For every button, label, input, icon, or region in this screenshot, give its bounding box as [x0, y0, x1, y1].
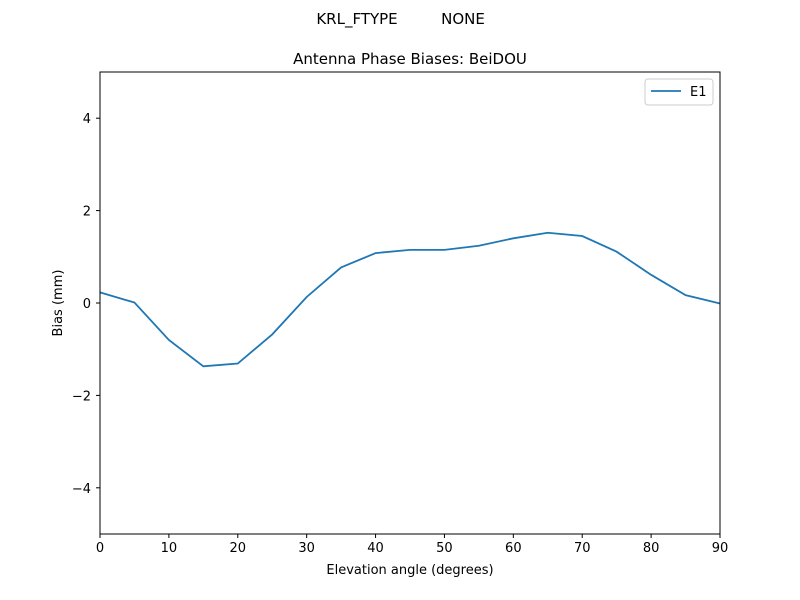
x-tick-label: 60 [505, 541, 522, 556]
legend-label-e1: E1 [690, 85, 707, 100]
suptitle-key: KRL_FTYPE [316, 10, 397, 29]
series-line-e1 [99, 231, 721, 368]
plot-frame [99, 71, 721, 535]
y-axis-ticks: −4 −2 0 2 4 [72, 112, 100, 497]
x-tick-label: 10 [161, 541, 178, 556]
x-tick-label: 40 [367, 541, 384, 556]
y-tick-label: −2 [72, 389, 91, 404]
x-axis-ticks: 0 10 20 30 40 50 60 70 80 90 [96, 534, 728, 556]
y-tick-label: 2 [83, 205, 91, 220]
x-axis-label: Elevation angle (degrees) [326, 563, 493, 578]
x-tick-label: 0 [96, 541, 104, 556]
chart-title: Antenna Phase Biases: BeiDOU [293, 50, 527, 68]
x-tick-label: 20 [230, 541, 247, 556]
x-tick-label: 30 [298, 541, 315, 556]
legend: E1 [644, 78, 714, 106]
x-tick-label: 70 [574, 541, 591, 556]
y-tick-label: 4 [83, 112, 91, 127]
legend-box [644, 78, 714, 106]
y-tick-label: −4 [72, 482, 91, 497]
series-layer [99, 231, 721, 368]
y-axis-label: Bias (mm) [51, 270, 66, 337]
y-tick-label: 0 [83, 297, 91, 312]
x-tick-label: 90 [712, 541, 729, 556]
x-tick-label: 50 [436, 541, 453, 556]
x-tick-label: 80 [643, 541, 660, 556]
suptitle-value: NONE [441, 10, 485, 28]
